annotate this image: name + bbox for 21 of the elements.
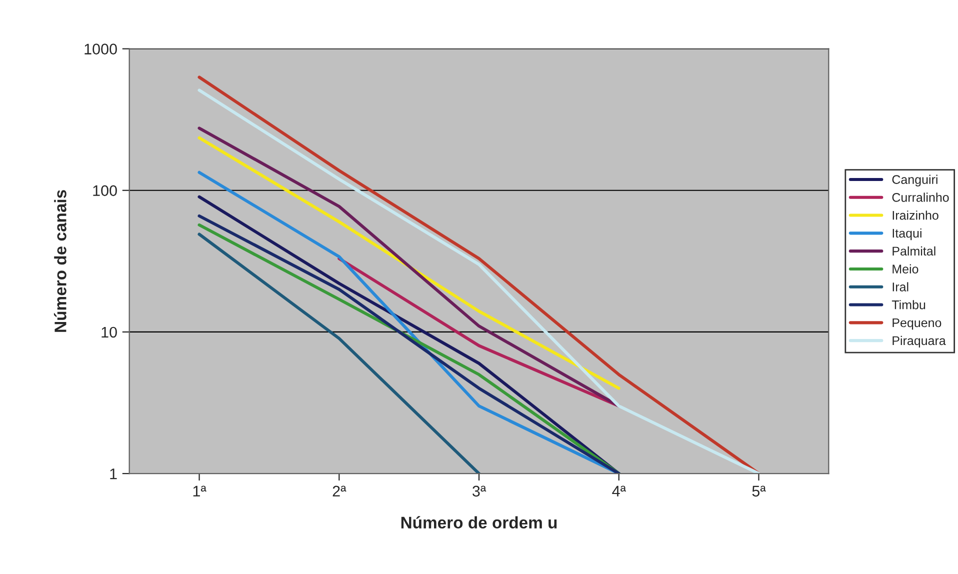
x-tick-label: 2ª (332, 486, 346, 496)
legend-label: Canguiri (892, 174, 938, 186)
y-axis-title: Número de canais (54, 190, 66, 332)
y-tick-label: 100 (93, 185, 117, 196)
x-tick-label: 4ª (612, 486, 626, 496)
legend-label: Itaqui (892, 228, 922, 240)
x-tick-label: 1ª (193, 486, 206, 496)
x-tick-label: 5ª (752, 486, 766, 497)
legend-label: Meio (892, 264, 918, 274)
y-tick-label: 1 (110, 468, 117, 480)
legend-label: Timbu (892, 300, 926, 310)
legend-label: Piraquara (892, 336, 946, 348)
y-tick-label: 1000 (84, 44, 117, 54)
legend-label: Iraizinho (892, 210, 938, 220)
x-axis-title: Número de ordem u (401, 516, 557, 529)
y-tick-label: 10 (102, 326, 117, 338)
legend-label: Pequeno (892, 318, 942, 330)
legend-label: Curralinho (892, 192, 949, 202)
legend-label: Palmital (892, 246, 936, 256)
x-tick-label: 3ª (472, 486, 486, 497)
legend-label: Iral (892, 282, 908, 292)
